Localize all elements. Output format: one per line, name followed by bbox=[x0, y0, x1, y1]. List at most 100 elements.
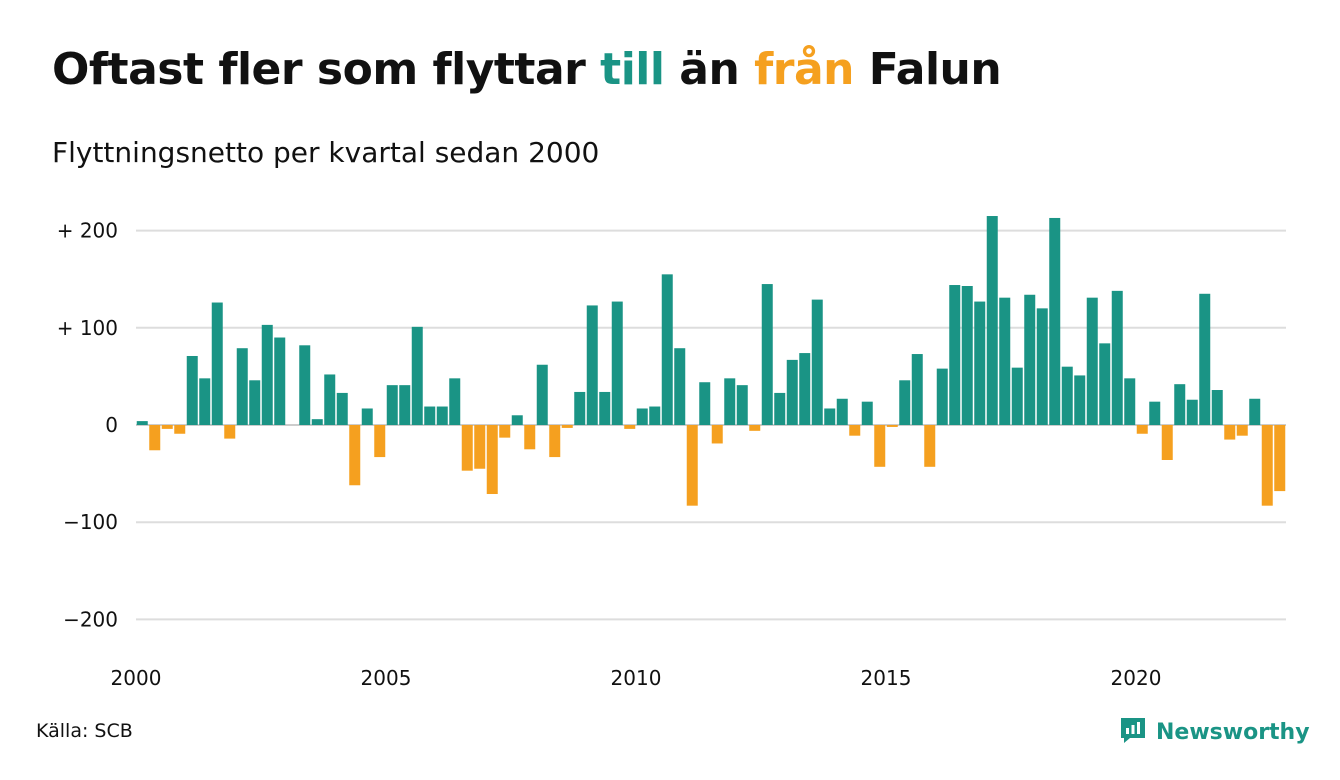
bar bbox=[1024, 294, 1036, 425]
bar bbox=[1236, 425, 1248, 436]
bar bbox=[799, 353, 811, 425]
bar bbox=[561, 425, 573, 428]
bar bbox=[649, 406, 661, 425]
y-tick-label: + 200 bbox=[57, 219, 118, 243]
bar bbox=[261, 324, 273, 425]
bars bbox=[136, 216, 1286, 506]
chart-subtitle: Flyttningsnetto per kvartal sedan 2000 bbox=[52, 136, 600, 169]
bar bbox=[411, 326, 423, 425]
bar bbox=[686, 425, 698, 506]
bar bbox=[924, 425, 936, 467]
bar bbox=[1186, 399, 1198, 425]
bar bbox=[199, 378, 211, 425]
bar bbox=[1224, 425, 1236, 440]
bar bbox=[911, 354, 923, 425]
bar bbox=[399, 385, 411, 425]
bar bbox=[1074, 375, 1086, 425]
bar bbox=[836, 398, 848, 425]
bar bbox=[611, 301, 623, 425]
x-tick-label: 2000 bbox=[111, 666, 162, 690]
bar bbox=[674, 348, 686, 425]
bar bbox=[449, 378, 461, 425]
bar bbox=[1211, 390, 1223, 425]
bar bbox=[361, 408, 373, 425]
bar bbox=[1011, 367, 1023, 425]
bar bbox=[249, 380, 261, 425]
bar bbox=[1111, 290, 1123, 425]
bar bbox=[1124, 378, 1136, 425]
bar bbox=[549, 425, 561, 458]
title-word-fran: från bbox=[754, 44, 854, 95]
bar bbox=[474, 425, 486, 469]
bar bbox=[699, 382, 711, 425]
bar bbox=[1249, 398, 1261, 425]
bar bbox=[1049, 217, 1061, 425]
bar bbox=[461, 425, 473, 471]
bar bbox=[186, 355, 198, 425]
bar bbox=[149, 425, 161, 451]
title-part-2: än bbox=[664, 44, 755, 95]
x-tick-label: 2015 bbox=[861, 666, 912, 690]
bar bbox=[524, 425, 536, 450]
brand-logo: Newsworthy bbox=[1118, 715, 1310, 749]
bar bbox=[999, 297, 1011, 425]
bar bbox=[761, 284, 773, 425]
x-tick-label: 2020 bbox=[1111, 666, 1162, 690]
newsworthy-logo-icon bbox=[1118, 715, 1148, 749]
bar bbox=[336, 392, 348, 425]
bar bbox=[1036, 308, 1048, 425]
bar bbox=[224, 425, 236, 439]
bar bbox=[486, 425, 498, 495]
bar bbox=[1149, 401, 1161, 425]
bar bbox=[774, 392, 786, 425]
bar bbox=[574, 391, 586, 425]
y-tick-label: −200 bbox=[63, 607, 118, 631]
bar bbox=[861, 401, 873, 425]
bar bbox=[661, 274, 673, 425]
bar bbox=[436, 406, 448, 425]
source-note: Källa: SCB bbox=[36, 720, 133, 742]
bar bbox=[236, 348, 248, 425]
bar bbox=[599, 391, 611, 425]
bar bbox=[724, 378, 736, 425]
bar bbox=[1174, 384, 1186, 425]
bar bbox=[824, 408, 836, 425]
bar bbox=[536, 364, 548, 425]
bar bbox=[949, 285, 961, 425]
brand-name: Newsworthy bbox=[1156, 719, 1310, 745]
bar bbox=[1274, 425, 1286, 492]
bar bbox=[899, 380, 911, 425]
bar bbox=[136, 421, 148, 425]
title-part-1: Oftast fler som flyttar bbox=[52, 44, 601, 95]
bar-chart: + 200 + 100 0 −100 −200 2000 2005 2010 2015 2020 bbox=[57, 216, 1286, 690]
bar bbox=[161, 425, 173, 429]
bar bbox=[986, 216, 998, 425]
bar bbox=[786, 359, 798, 425]
bar bbox=[936, 368, 948, 425]
bar bbox=[636, 408, 648, 425]
bar bbox=[174, 425, 186, 434]
bar bbox=[1161, 425, 1173, 460]
bar bbox=[324, 374, 336, 425]
y-tick-label: −100 bbox=[63, 510, 118, 534]
bar bbox=[1086, 297, 1098, 425]
y-tick-label: 0 bbox=[105, 413, 118, 437]
bar bbox=[586, 305, 598, 425]
bar bbox=[274, 337, 286, 425]
bar bbox=[624, 425, 636, 429]
bar bbox=[736, 385, 748, 425]
bar bbox=[511, 415, 523, 425]
bar bbox=[749, 425, 761, 431]
bar bbox=[811, 299, 823, 425]
bar bbox=[386, 385, 398, 425]
bar bbox=[211, 302, 223, 425]
bar bbox=[1136, 425, 1148, 434]
bar bbox=[886, 425, 898, 427]
y-tick-label: + 100 bbox=[57, 316, 118, 340]
bar bbox=[849, 425, 861, 436]
bar bbox=[961, 286, 973, 425]
bar bbox=[974, 301, 986, 425]
x-tick-label: 2010 bbox=[611, 666, 662, 690]
x-axis-labels: 2000 2005 2010 2015 2020 bbox=[111, 666, 1162, 690]
bar bbox=[349, 425, 361, 486]
